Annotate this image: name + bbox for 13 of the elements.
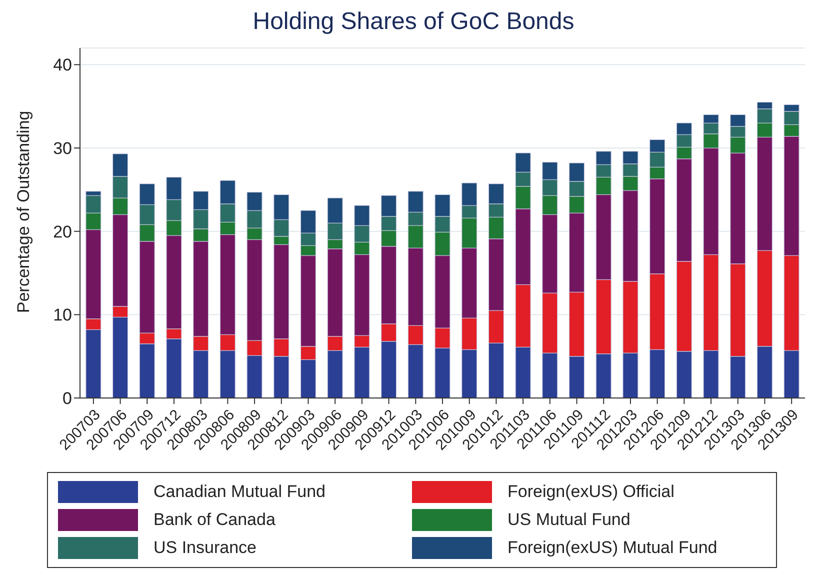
legend-label: Foreign(exUS) Mutual Fund xyxy=(508,538,718,558)
legend-label: US Mutual Fund xyxy=(508,510,630,530)
legend-label: Canadian Mutual Fund xyxy=(154,482,326,502)
y-tick-label: 0 xyxy=(62,389,72,408)
chart-title: Holding Shares of GoC Bonds xyxy=(252,8,576,37)
y-tick-label: 10 xyxy=(53,306,72,325)
legend-label: US Insurance xyxy=(154,538,256,558)
y-axis-title: Percentage of Outstanding xyxy=(14,110,34,313)
y-tick-label: 30 xyxy=(53,139,72,158)
y-tick-label: 40 xyxy=(53,56,72,75)
legend-label: Foreign(exUS) Official xyxy=(508,482,674,502)
legend-label: Bank of Canada xyxy=(154,510,276,530)
y-tick-label: 20 xyxy=(53,222,72,242)
